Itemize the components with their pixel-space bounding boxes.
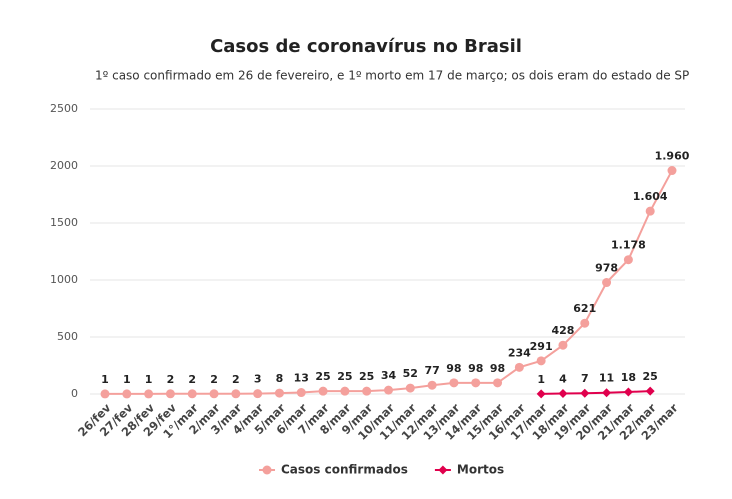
data-label: 1 <box>123 373 131 386</box>
legend-label: Mortos <box>457 463 504 477</box>
data-point <box>405 383 415 393</box>
data-label: 13 <box>294 372 309 385</box>
data-label: 25 <box>337 370 352 383</box>
series-line <box>541 390 651 395</box>
data-label: 8 <box>276 372 284 385</box>
data-point <box>623 255 633 265</box>
data-point <box>471 378 481 388</box>
data-point <box>536 389 546 399</box>
data-label: 2 <box>188 373 196 386</box>
data-point <box>602 388 612 398</box>
chart-title: Casos de coronavírus no Brasil <box>210 36 522 57</box>
series-line <box>105 170 673 395</box>
data-label: 1.178 <box>611 239 646 252</box>
data-label: 7 <box>581 372 589 385</box>
legend-marker <box>438 465 448 475</box>
legend-marker <box>262 465 272 475</box>
data-label: 1.604 <box>633 190 668 203</box>
data-point <box>645 206 655 216</box>
chart-subtitle: 1º caso confirmado em 26 de fevereiro, e… <box>95 69 689 83</box>
data-point <box>209 389 219 399</box>
data-point <box>427 380 437 390</box>
data-point <box>144 389 154 399</box>
data-label: 52 <box>403 367 418 380</box>
data-label: 11 <box>599 372 614 385</box>
data-label: 3 <box>254 373 262 386</box>
data-label: 1 <box>537 373 545 386</box>
data-label: 2 <box>210 373 218 386</box>
data-label: 98 <box>490 362 505 375</box>
data-point <box>187 389 197 399</box>
data-label: 4 <box>559 373 567 386</box>
data-label: 234 <box>508 346 531 359</box>
data-point <box>231 389 241 399</box>
data-point <box>558 340 568 350</box>
data-point <box>296 388 306 398</box>
data-point <box>667 166 677 176</box>
data-label: 25 <box>643 370 658 383</box>
y-tick-label: 2000 <box>50 159 78 172</box>
data-label: 2 <box>232 373 240 386</box>
data-label: 2 <box>167 373 175 386</box>
data-point <box>384 385 393 395</box>
data-label: 25 <box>359 370 374 383</box>
y-tick-label: 500 <box>57 330 78 343</box>
data-point <box>493 378 503 388</box>
data-point <box>449 378 459 388</box>
data-label: 428 <box>551 324 574 337</box>
data-point <box>514 362 524 372</box>
y-tick-label: 2500 <box>50 102 78 115</box>
data-point <box>362 386 372 396</box>
data-label: 978 <box>595 262 618 275</box>
data-point <box>340 386 350 396</box>
data-point <box>100 389 110 399</box>
data-point <box>122 389 132 399</box>
data-label: 1.960 <box>655 150 690 163</box>
data-point <box>165 389 175 399</box>
legend-label: Casos confirmados <box>281 463 408 477</box>
data-label: 25 <box>315 370 330 383</box>
data-point <box>623 387 633 397</box>
data-point <box>253 389 263 399</box>
data-label: 291 <box>530 340 553 353</box>
data-point <box>580 318 590 328</box>
data-point <box>274 388 284 398</box>
data-label: 98 <box>468 362 483 375</box>
data-point <box>602 278 612 288</box>
y-tick-label: 1500 <box>50 216 78 229</box>
data-point <box>580 388 590 398</box>
data-point <box>318 386 328 396</box>
data-point <box>558 389 568 399</box>
data-label: 1 <box>145 373 153 386</box>
data-label: 77 <box>424 364 439 377</box>
data-label: 98 <box>446 362 461 375</box>
data-label: 621 <box>573 302 596 315</box>
data-label: 18 <box>621 371 636 384</box>
data-label: 34 <box>381 369 397 382</box>
data-point <box>536 356 546 366</box>
y-tick-label: 0 <box>71 387 78 400</box>
data-point <box>645 386 655 396</box>
data-label: 1 <box>101 373 109 386</box>
y-tick-label: 1000 <box>50 273 78 286</box>
